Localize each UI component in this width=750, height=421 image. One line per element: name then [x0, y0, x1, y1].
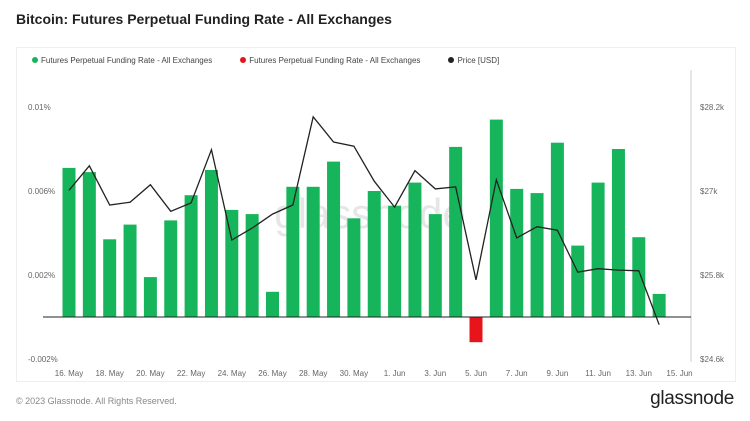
- x-tick-label: 24. May: [218, 369, 246, 378]
- y-left-tick-label: 0.006%: [28, 187, 55, 196]
- y-right-tick-label: $28.2k: [700, 103, 725, 112]
- funding-rate-bar: [367, 191, 381, 317]
- legend-label: Futures Perpetual Funding Rate - All Exc…: [41, 56, 213, 65]
- funding-rate-bar: [347, 218, 361, 317]
- funding-rate-bar: [123, 224, 137, 317]
- funding-rate-bar: [611, 149, 625, 317]
- legend: Futures Perpetual Funding Rate - All Exc…: [32, 56, 499, 65]
- funding-rate-bar: [184, 195, 198, 317]
- funding-rate-bar: [266, 291, 279, 317]
- x-tick-label: 1. Jun: [384, 369, 406, 378]
- y-right-tick-label: $24.6k: [700, 355, 725, 364]
- chart-title: Bitcoin: Futures Perpetual Funding Rate …: [16, 11, 392, 27]
- funding-rate-bar: [449, 146, 463, 317]
- x-tick-label: 13. Jun: [626, 369, 652, 378]
- funding-rate-bar: [327, 161, 341, 317]
- legend-label: Futures Perpetual Funding Rate - All Exc…: [249, 56, 421, 65]
- funding-rate-bar: [489, 119, 503, 317]
- x-tick-label: 15. Jun: [666, 369, 692, 378]
- x-tick-label: 3. Jun: [424, 369, 446, 378]
- x-tick-label: 28. May: [299, 369, 327, 378]
- funding-rate-bar: [469, 317, 483, 343]
- x-tick-label: 22. May: [177, 369, 205, 378]
- x-tick-label: 26. May: [258, 369, 286, 378]
- x-tick-label: 9. Jun: [547, 369, 569, 378]
- funding-rate-bar: [164, 220, 178, 317]
- funding-rate-bar: [408, 182, 422, 317]
- black-dot-icon: [448, 57, 455, 63]
- funding-rate-bar: [306, 186, 320, 317]
- y-left-tick-label: -0.002%: [28, 355, 58, 364]
- x-tick-label: 5. Jun: [465, 369, 487, 378]
- funding-rate-bar: [286, 186, 300, 317]
- y-left-tick-label: 0.002%: [28, 271, 55, 280]
- y-left-tick-label: 0.01%: [28, 103, 51, 112]
- y-right-tick-label: $27k: [700, 187, 718, 196]
- funding-rate-bar: [143, 277, 157, 317]
- funding-rate-bar: [62, 167, 76, 317]
- brand-logo: glassnode: [650, 388, 734, 409]
- funding-rate-bar: [82, 172, 96, 317]
- funding-rate-bar: [204, 170, 218, 317]
- funding-rate-bar: [428, 214, 442, 317]
- x-tick-label: 16. May: [55, 369, 83, 378]
- funding-rate-bar: [245, 214, 259, 317]
- funding-rate-bar: [225, 209, 239, 317]
- x-tick-label: 7. Jun: [506, 369, 528, 378]
- x-tick-label: 11. Jun: [585, 369, 611, 378]
- funding-rate-bar: [530, 193, 544, 317]
- price-line: [68, 115, 660, 325]
- red-dot-icon: [240, 57, 247, 63]
- funding-rate-bar: [388, 205, 402, 317]
- funding-rate-bar: [103, 239, 117, 317]
- funding-rate-bar: [632, 237, 646, 317]
- legend-item-price[interactable]: Price [USD]: [448, 56, 499, 65]
- chart-container: [16, 47, 736, 382]
- legend-label: Price [USD]: [457, 56, 500, 65]
- funding-rate-bar: [652, 293, 666, 317]
- legend-item-positive[interactable]: Futures Perpetual Funding Rate - All Exc…: [32, 56, 212, 65]
- x-tick-label: 20. May: [136, 369, 164, 378]
- x-tick-label: 30. May: [340, 369, 368, 378]
- funding-rate-bar: [510, 188, 524, 317]
- copyright: © 2023 Glassnode. All Rights Reserved.: [16, 396, 177, 406]
- funding-rate-bar: [591, 182, 605, 317]
- green-dot-icon: [32, 57, 38, 63]
- y-right-tick-label: $25.8k: [700, 271, 725, 280]
- funding-rate-bar: [571, 245, 585, 317]
- x-tick-label: 18. May: [95, 369, 123, 378]
- legend-item-negative[interactable]: Futures Perpetual Funding Rate - All Exc…: [240, 56, 420, 65]
